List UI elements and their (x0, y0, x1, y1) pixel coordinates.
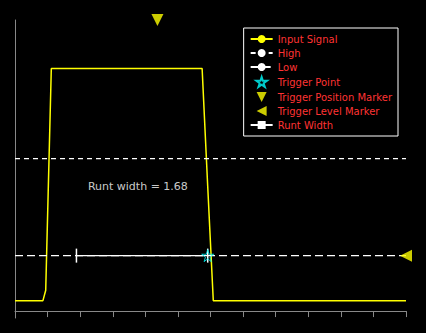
svg-text:Trigger Point: Trigger Point (277, 77, 341, 88)
svg-text:Runt Width: Runt Width (278, 120, 333, 131)
svg-text:Trigger Position Marker: Trigger Position Marker (277, 92, 393, 103)
svg-text:High: High (278, 48, 301, 59)
svg-text:Input Signal: Input Signal (278, 34, 338, 45)
svg-text:Runt width = 1.68: Runt width = 1.68 (88, 180, 188, 193)
svg-text:Low: Low (278, 62, 298, 73)
svg-text:Trigger Level Marker: Trigger Level Marker (277, 106, 381, 117)
